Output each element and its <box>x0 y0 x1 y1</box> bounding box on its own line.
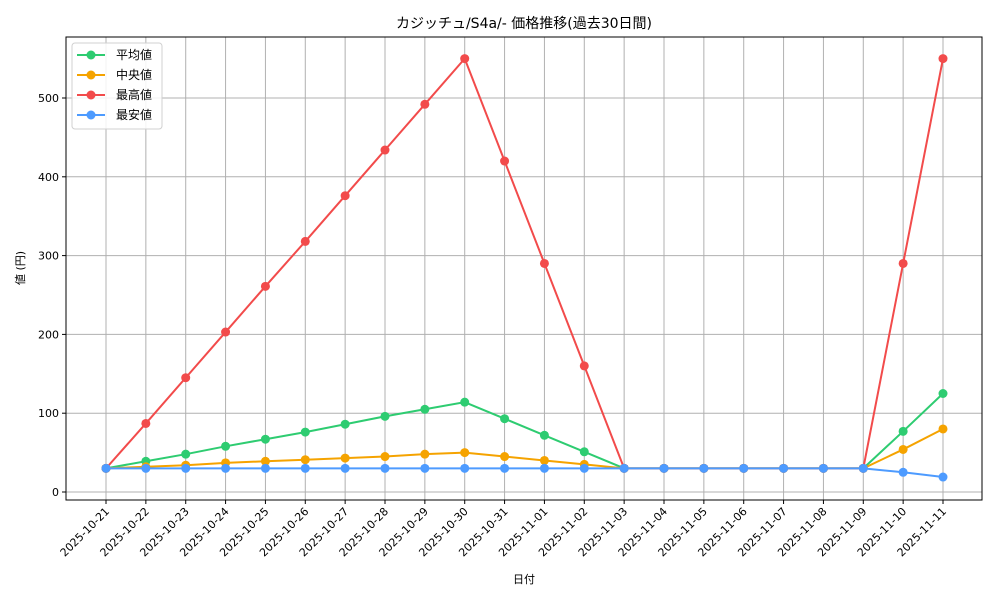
legend-marker-icon <box>86 110 96 120</box>
legend-entry: 最安値 <box>77 107 152 122</box>
data-point-marker <box>380 452 390 462</box>
data-point-marker <box>539 258 549 268</box>
data-point-marker <box>898 258 908 268</box>
data-point-marker <box>300 427 310 437</box>
data-point-marker <box>101 463 111 473</box>
data-point-marker <box>300 236 310 246</box>
data-point-marker <box>938 424 948 434</box>
data-point-marker <box>141 463 151 473</box>
data-point-marker <box>739 463 749 473</box>
data-point-marker <box>500 414 510 424</box>
data-point-marker <box>221 327 231 337</box>
data-point-marker <box>898 426 908 436</box>
legend-box <box>71 42 163 130</box>
data-point-marker <box>460 397 470 407</box>
data-point-marker <box>898 467 908 477</box>
data-point-marker <box>380 145 390 155</box>
data-point-marker <box>141 418 151 428</box>
data-point-marker <box>260 463 270 473</box>
data-point-marker <box>420 449 430 459</box>
data-point-marker <box>579 463 589 473</box>
legend-marker-icon <box>86 70 96 80</box>
data-point-marker <box>380 463 390 473</box>
data-point-marker <box>380 411 390 421</box>
data-point-marker <box>181 463 191 473</box>
data-point-marker <box>858 463 868 473</box>
data-point-marker <box>938 54 948 64</box>
legend-label: 平均値 <box>116 47 152 62</box>
data-point-marker <box>420 463 430 473</box>
y-tick-label: 500 <box>38 92 59 105</box>
data-point-marker <box>260 281 270 291</box>
data-point-marker <box>340 191 350 201</box>
data-point-marker <box>579 361 589 371</box>
y-axis-label: 値 (円) <box>14 251 27 285</box>
y-tick-label: 200 <box>38 328 59 341</box>
legend-label: 中央値 <box>116 67 152 82</box>
x-axis-label: 日付 <box>513 573 535 586</box>
data-point-marker <box>898 444 908 454</box>
y-tick-label: 0 <box>52 486 59 499</box>
data-point-marker <box>779 463 789 473</box>
data-point-marker <box>460 448 470 458</box>
data-point-marker <box>221 441 231 451</box>
data-point-marker <box>699 463 709 473</box>
data-point-marker <box>340 419 350 429</box>
data-point-marker <box>659 463 669 473</box>
data-point-marker <box>460 463 470 473</box>
data-point-marker <box>818 463 828 473</box>
y-axis-ticks: 0 100 200 300 400 500 <box>38 92 66 499</box>
data-point-marker <box>260 456 270 466</box>
data-point-marker <box>181 449 191 459</box>
legend-label: 最高値 <box>116 87 152 102</box>
data-point-marker <box>420 404 430 414</box>
data-point-marker <box>340 453 350 463</box>
series-3 <box>101 463 948 482</box>
y-tick-label: 300 <box>38 250 59 263</box>
series-lines <box>101 54 948 482</box>
legend-entry: 中央値 <box>77 67 152 82</box>
series-line <box>106 467 944 479</box>
data-point-marker <box>300 455 310 465</box>
data-point-marker <box>221 463 231 473</box>
data-point-marker <box>340 463 350 473</box>
chart-title: カジッチュ/S4a/- 価格推移(過去30日間) <box>396 16 652 32</box>
data-point-marker <box>938 389 948 398</box>
data-point-marker <box>300 463 310 473</box>
legend-entry: 平均値 <box>77 47 152 62</box>
data-point-marker <box>181 373 191 383</box>
legend-marker-icon <box>86 50 96 60</box>
data-point-marker <box>420 99 430 109</box>
data-point-marker <box>460 54 470 64</box>
data-point-marker <box>500 463 510 473</box>
legend-entry: 最高値 <box>77 87 152 102</box>
data-point-marker <box>938 472 948 482</box>
data-point-marker <box>579 447 589 457</box>
data-point-marker <box>619 463 629 473</box>
plot-frame <box>65 36 983 501</box>
y-tick-label: 100 <box>38 407 59 420</box>
data-point-marker <box>539 430 549 440</box>
y-tick-label: 400 <box>38 171 59 184</box>
legend-marker-icon <box>86 90 96 100</box>
data-point-marker <box>500 452 510 462</box>
legend-label: 最安値 <box>116 107 152 122</box>
data-point-marker <box>539 455 549 465</box>
data-point-marker <box>539 463 549 473</box>
data-point-marker <box>500 156 510 166</box>
grid <box>66 37 982 500</box>
data-point-marker <box>260 434 270 444</box>
